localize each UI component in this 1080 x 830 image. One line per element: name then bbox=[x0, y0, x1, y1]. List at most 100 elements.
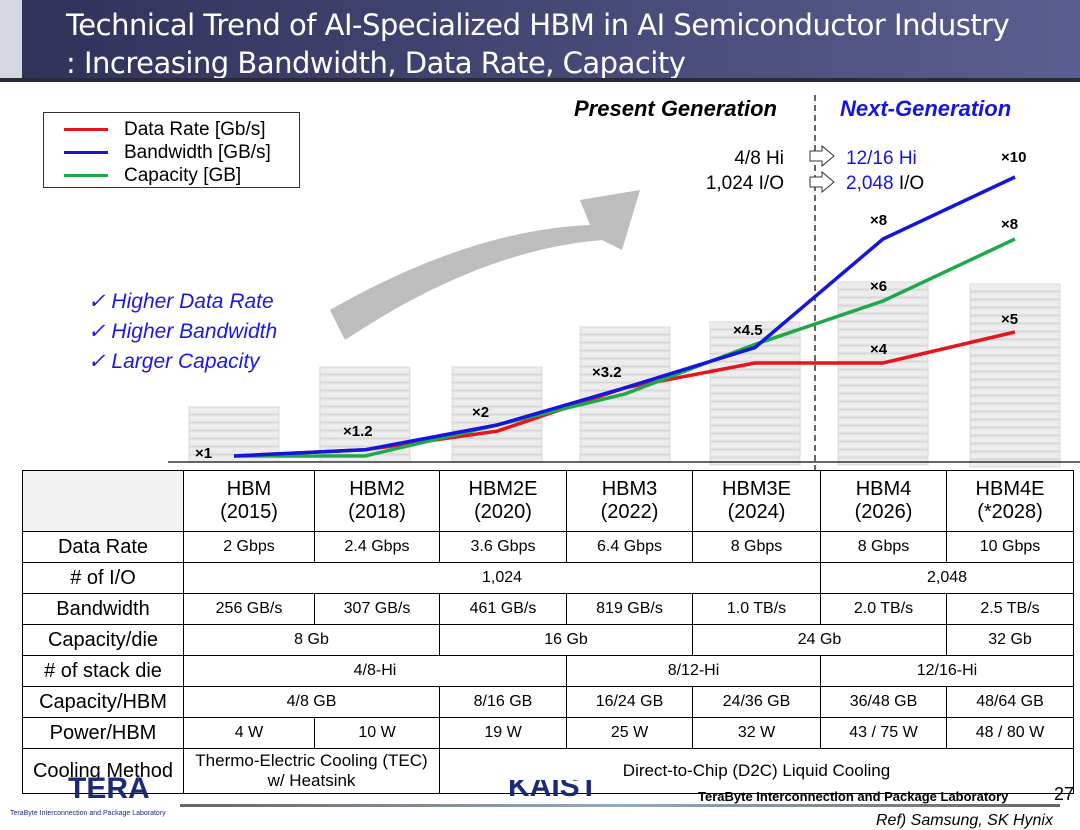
column-header-line: HBM2E bbox=[468, 478, 538, 500]
hbm-stack-illustrations bbox=[188, 281, 1061, 468]
hbm-die-layer bbox=[837, 385, 929, 394]
table-cell: 48 / 80 W bbox=[946, 717, 1074, 749]
row-header: Capacity/HBM bbox=[22, 686, 184, 718]
row-header: Data Rate bbox=[22, 531, 184, 563]
hbm-die-layer bbox=[837, 417, 929, 426]
table-cell: 8/16 GB bbox=[439, 686, 567, 718]
column-header: HBM3E (2024) bbox=[692, 470, 821, 532]
hbm-die-layer bbox=[451, 382, 543, 391]
table-cell: 819 GB/s bbox=[566, 593, 693, 625]
row-header: # of I/O bbox=[22, 562, 184, 594]
table-cell: 32 W bbox=[692, 717, 821, 749]
hbm-die-layer bbox=[451, 374, 543, 383]
hbm-die-layer bbox=[837, 353, 929, 362]
column-header-line: (2024) bbox=[727, 501, 786, 523]
table-cell: 32 Gb bbox=[946, 624, 1074, 656]
table-cell: 8/12-Hi bbox=[566, 655, 821, 687]
hbm-die-layer bbox=[451, 390, 543, 399]
hbm-die-layer bbox=[188, 406, 280, 415]
table-cell: 3.6 Gbps bbox=[439, 531, 567, 563]
title-underline bbox=[0, 78, 1080, 82]
benefit-bandwidth: ✓ Higher Bandwidth bbox=[88, 320, 278, 343]
hbm-die-layer bbox=[969, 451, 1061, 460]
hbm-die-layer bbox=[319, 406, 411, 415]
hbm-die-layer bbox=[837, 313, 929, 322]
hbm-die-layer bbox=[319, 422, 411, 431]
hbm-die-layer bbox=[709, 329, 801, 338]
column-header: HBM4E (*2028) bbox=[946, 470, 1074, 532]
hbm-die-layer bbox=[188, 438, 280, 447]
hbm-die-layer bbox=[319, 398, 411, 407]
column-header-line: HBM4 bbox=[855, 478, 912, 500]
column-header: HBM2E (2020) bbox=[439, 470, 567, 532]
row-header: Cooling Method bbox=[22, 748, 184, 794]
row-header: Power/HBM bbox=[22, 717, 184, 749]
hbm-die-layer bbox=[969, 363, 1061, 372]
multiplier-label: ×4.5 bbox=[733, 322, 763, 339]
table-corner bbox=[22, 470, 184, 532]
series-line-bandwidth bbox=[233, 175, 1016, 458]
hbm-die-layer bbox=[837, 433, 929, 442]
table-cell: 19 W bbox=[439, 717, 567, 749]
hbm-die-layer bbox=[188, 430, 280, 439]
table-row: # of I/O 1,024 2,048 bbox=[22, 562, 1074, 594]
table-cell: 8 Gbps bbox=[692, 531, 821, 563]
table-cell: 8 Gbps bbox=[820, 531, 947, 563]
hbm-die-layer bbox=[969, 299, 1061, 308]
hbm-die-layer bbox=[969, 419, 1061, 428]
hbm-die-layer bbox=[969, 427, 1061, 436]
table-cell: 12/16-Hi bbox=[820, 655, 1074, 687]
slide-subtitle: : Increasing Bandwidth, Data Rate, Capac… bbox=[66, 46, 686, 80]
table-cell: 43 / 75 W bbox=[820, 717, 947, 749]
tera-lab-logo: TERA TeraByte Interconnection and Packag… bbox=[10, 772, 166, 817]
next-stack-label: 12/16 Hi bbox=[846, 148, 917, 169]
hbm-die-layer bbox=[579, 414, 671, 423]
hbm-die-layer bbox=[451, 438, 543, 447]
hbm-die-layer bbox=[709, 393, 801, 402]
hbm-die-layer bbox=[837, 409, 929, 418]
hbm-die-layer bbox=[969, 323, 1061, 332]
hbm-die-layer bbox=[837, 337, 929, 346]
kaist-logo: KAIST bbox=[508, 780, 598, 803]
column-header: HBM (2015) bbox=[183, 470, 315, 532]
present-io-label: 1,024 I/O bbox=[705, 173, 784, 194]
hbm-die-layer bbox=[451, 366, 543, 375]
hbm-die-layer bbox=[709, 425, 801, 434]
hbm-die-layer bbox=[837, 281, 929, 290]
multiplier-label: ×3.2 bbox=[592, 364, 622, 381]
table-row: # of stack die 4/8-Hi 8/12-Hi 12/16-Hi bbox=[22, 655, 1074, 687]
present-stack-label: 4/8 Hi bbox=[734, 148, 784, 169]
series-line-capacity bbox=[234, 237, 1016, 458]
table-cell: 4/8-Hi bbox=[183, 655, 567, 687]
column-header-line: HBM3E bbox=[722, 478, 791, 500]
slide-title: Technical Trend of AI-Specialized HBM in… bbox=[66, 8, 1010, 42]
hbm-die-layer bbox=[969, 395, 1061, 404]
trend-arrow-icon bbox=[330, 190, 640, 340]
multiplier-label: ×1.2 bbox=[343, 423, 373, 440]
multiplier-label: ×4 bbox=[870, 341, 888, 358]
table-cell: 48/64 GB bbox=[946, 686, 1074, 718]
table-cell: 2.5 TB/s bbox=[946, 593, 1074, 625]
table-row: Cooling Method Thermo-Electric Cooling (T… bbox=[22, 748, 1074, 794]
hbm-die-layer bbox=[969, 435, 1061, 444]
hbm-die-layer bbox=[319, 430, 411, 439]
table-cell: 2 Gbps bbox=[183, 531, 315, 563]
table-cell: 10 W bbox=[314, 717, 440, 749]
hbm-die-layer bbox=[709, 377, 801, 386]
table-cell: 1,024 bbox=[183, 562, 821, 594]
hbm-die-layer bbox=[837, 289, 929, 298]
hbm-die-layer bbox=[837, 425, 929, 434]
column-header-line: HBM bbox=[226, 478, 272, 500]
hbm-die-layer bbox=[969, 315, 1061, 324]
hbm-die-layer bbox=[319, 382, 411, 391]
hbm-die-layer bbox=[579, 326, 671, 335]
hbm-die-layer bbox=[451, 406, 543, 415]
table-cell: 2.4 Gbps bbox=[314, 531, 440, 563]
hbm-die-layer bbox=[579, 438, 671, 447]
table-row: Data Rate 2 Gbps 2.4 Gbps 3.6 Gbps 6.4 Gbps 8… bbox=[22, 531, 1074, 563]
table-cell: 36/48 GB bbox=[820, 686, 947, 718]
column-header-line: (2018) bbox=[348, 501, 406, 523]
hbm-die-layer bbox=[709, 433, 801, 442]
hbm-die-layer bbox=[837, 441, 929, 450]
hbm-die-layer bbox=[837, 377, 929, 386]
